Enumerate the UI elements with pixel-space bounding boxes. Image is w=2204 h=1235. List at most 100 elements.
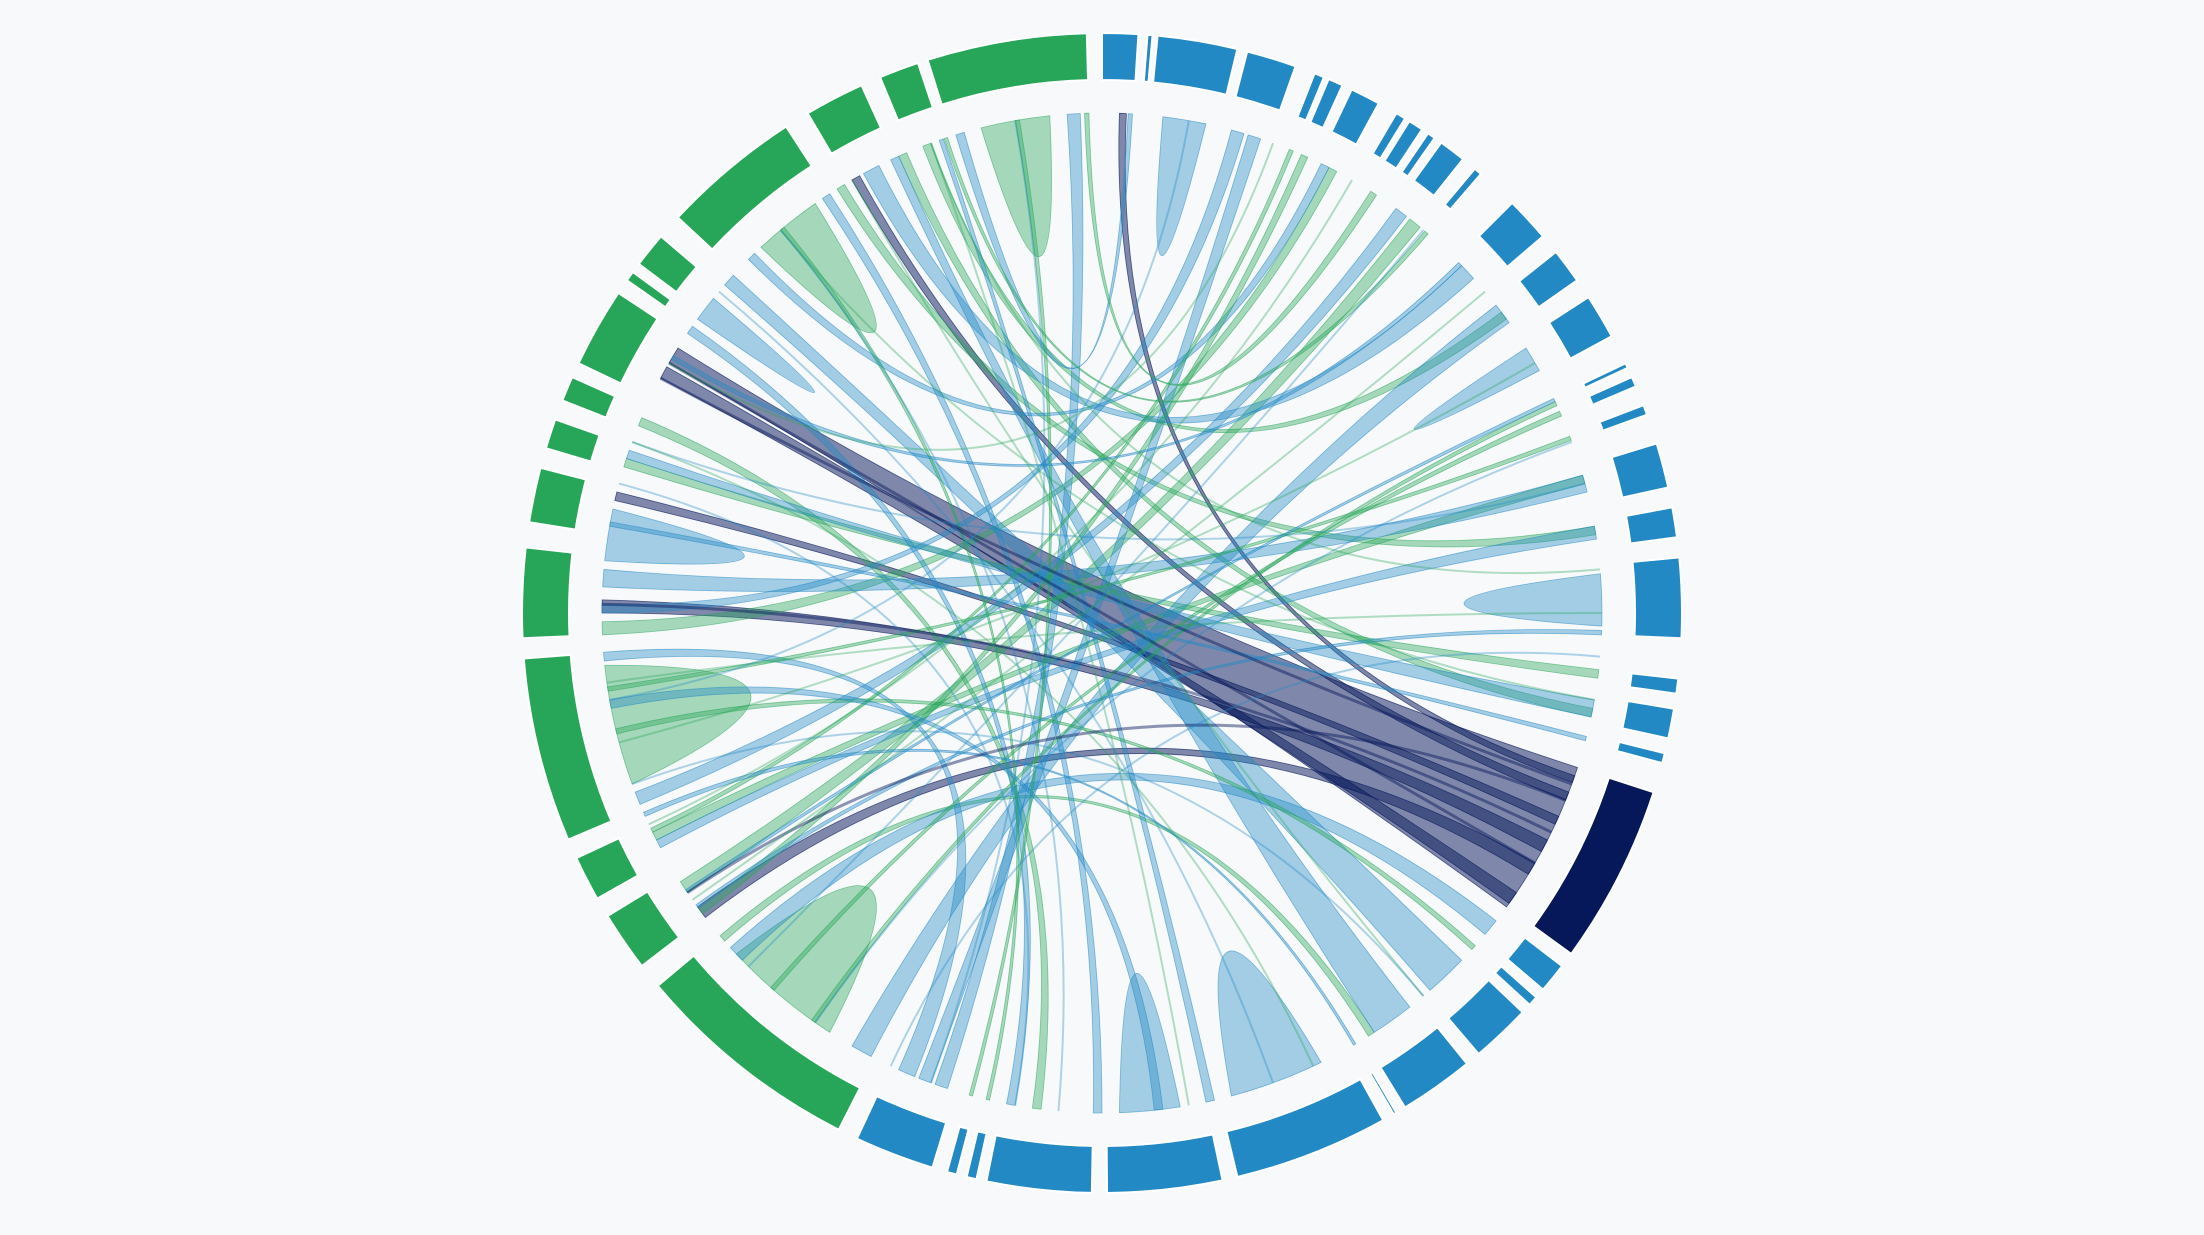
chord-group-arc-33[interactable]: [985, 1134, 1094, 1194]
chord-group-arc-15[interactable]: [1547, 295, 1614, 361]
chord-ribbon-42[interactable]: [938, 138, 1215, 1103]
chord-ribbon-37[interactable]: [655, 525, 1597, 849]
chord-group-arc-45[interactable]: [577, 291, 659, 385]
chord-ribbon-24[interactable]: [637, 417, 1049, 1110]
chord-group-arc-43[interactable]: [544, 418, 601, 463]
chord-group-arc-9[interactable]: [1383, 119, 1424, 170]
chord-ribbon-55[interactable]: [615, 698, 1476, 951]
chord-group-arc-39[interactable]: [575, 836, 640, 900]
chord-ribbon-36[interactable]: [602, 474, 1588, 592]
chord-ribbon-48[interactable]: [1084, 112, 1378, 386]
chord-ribbon-28[interactable]: [955, 113, 1133, 370]
chord-group-arc-34[interactable]: [965, 1130, 988, 1181]
chord-group-arc-47[interactable]: [637, 234, 699, 294]
chord-ribbon-40[interactable]: [724, 274, 1463, 991]
chord-group-arc-42[interactable]: [527, 466, 588, 531]
chord-ribbon-54[interactable]: [968, 119, 1052, 1097]
chord-group-arc-36[interactable]: [855, 1094, 948, 1169]
chord-group-arc-30[interactable]: [1368, 1070, 1398, 1116]
chord-ribbon-18[interactable]: [1118, 112, 1576, 783]
chord-ribbon-3[interactable]: [735, 885, 877, 1033]
chord-ribbon-39[interactable]: [729, 772, 1497, 961]
chord-group-arc-28[interactable]: [1446, 978, 1525, 1056]
chord-ribbon-51[interactable]: [770, 410, 1563, 991]
chord-group-arc-8[interactable]: [1371, 111, 1407, 160]
chord-group-arc-37[interactable]: [656, 954, 862, 1132]
chord-group-arc-44[interactable]: [561, 375, 617, 419]
chord-group-arc-10[interactable]: [1400, 131, 1437, 178]
chord-group-arc-6[interactable]: [1308, 77, 1344, 130]
chord-ribbon-2[interactable]: [604, 664, 752, 785]
chord-group-arc-31[interactable]: [1225, 1077, 1385, 1179]
chord-ribbon-7[interactable]: [1119, 972, 1181, 1114]
chord-ribbon-10[interactable]: [1413, 347, 1540, 430]
chord-group-arc-5[interactable]: [1296, 72, 1326, 122]
chord-group-arc-1[interactable]: [1101, 31, 1140, 83]
chord-ribbon-14[interactable]: [696, 747, 1536, 918]
chord-group-arc-19[interactable]: [1610, 442, 1670, 499]
chord-group-arc-7[interactable]: [1330, 88, 1381, 146]
chord-ribbon-12[interactable]: [696, 297, 815, 393]
chord-group-arc-11[interactable]: [1412, 141, 1465, 198]
chord-ribbon-45[interactable]: [603, 648, 967, 1078]
chord-ribbon-15[interactable]: [601, 599, 1549, 853]
chord-ribbon-58[interactable]: [684, 397, 1556, 894]
chord-group-arc-51[interactable]: [926, 32, 1090, 106]
chord-ribbon-9[interactable]: [1463, 573, 1603, 627]
chord-group-arc-22[interactable]: [1628, 672, 1680, 695]
chord-ribbon-32[interactable]: [747, 163, 1330, 417]
chord-ribbon-57[interactable]: [642, 748, 1357, 1046]
chord-group-arc-12[interactable]: [1443, 167, 1483, 211]
chord-ribbon-47[interactable]: [697, 153, 1309, 915]
chord-group-arc-41[interactable]: [521, 546, 574, 640]
chord-strand-16: [618, 482, 1030, 1106]
chord-ribbon-29[interactable]: [934, 113, 1084, 1090]
chord-group-arc-21[interactable]: [1631, 556, 1683, 640]
chord-group-arc-2[interactable]: [1142, 33, 1154, 84]
chord-group-arc-46[interactable]: [625, 270, 673, 309]
chord-group-arc-3[interactable]: [1151, 34, 1239, 96]
chord-group-arc-18[interactable]: [1598, 403, 1649, 432]
chord-ribbon-34[interactable]: [862, 164, 1475, 424]
chord-group-arc-14[interactable]: [1517, 250, 1579, 309]
chord-ribbon-52[interactable]: [607, 435, 1572, 692]
chord-group-arc-23[interactable]: [1621, 699, 1676, 740]
chord-ribbon-46[interactable]: [650, 148, 1294, 833]
chord-group-arc-32[interactable]: [1105, 1133, 1224, 1194]
chord-group-arc-25[interactable]: [1531, 776, 1655, 956]
chord-ribbon-50[interactable]: [811, 401, 1558, 1024]
chord-group-arc-20[interactable]: [1624, 506, 1679, 545]
chord-ribbon-59[interactable]: [670, 261, 1463, 467]
chord-ribbon-8[interactable]: [1156, 116, 1207, 257]
chord-group-arc-29[interactable]: [1379, 1025, 1469, 1109]
chord-ribbon-41[interactable]: [890, 155, 1411, 1033]
chord-ribbon-11[interactable]: [604, 508, 745, 565]
chord-ribbon-6[interactable]: [1217, 950, 1322, 1097]
chord-group-arc-40[interactable]: [522, 653, 613, 841]
chord-ribbon-17[interactable]: [851, 175, 1570, 801]
chord-ribbon-53[interactable]: [780, 226, 1020, 1101]
chord-group-arc-17[interactable]: [1587, 375, 1638, 407]
chord-ribbon-49[interactable]: [943, 136, 1429, 403]
chord-group-arc-48[interactable]: [676, 125, 814, 251]
chord-group-arc-4[interactable]: [1234, 50, 1297, 112]
chord-ribbon-35[interactable]: [851, 304, 1510, 1058]
chord-group-arc-50[interactable]: [878, 61, 935, 122]
chord-strand-19: [691, 290, 1486, 901]
chord-group-arc-27[interactable]: [1493, 964, 1538, 1007]
chord-group-arc-35[interactable]: [945, 1125, 970, 1176]
chord-group-arc-16[interactable]: [1581, 361, 1629, 390]
chord-ribbon-4[interactable]: [760, 202, 877, 334]
chord-ribbon-43[interactable]: [821, 193, 1103, 1114]
chord-ribbon-60[interactable]: [695, 629, 1603, 909]
chord-ribbon-56[interactable]: [609, 521, 1587, 742]
chord-group-arc-24[interactable]: [1615, 740, 1666, 765]
chord-group-arc-38[interactable]: [606, 890, 681, 968]
chord-ribbon-19[interactable]: [679, 218, 1421, 894]
chord-ribbon-61[interactable]: [609, 686, 1164, 1111]
chord-ribbon-38[interactable]: [625, 449, 1595, 718]
chord-ribbon-30[interactable]: [601, 129, 1245, 614]
chord-group-arc-13[interactable]: [1477, 201, 1545, 269]
chord-group-arc-49[interactable]: [806, 83, 883, 156]
chord-group-arc-26[interactable]: [1505, 936, 1564, 992]
